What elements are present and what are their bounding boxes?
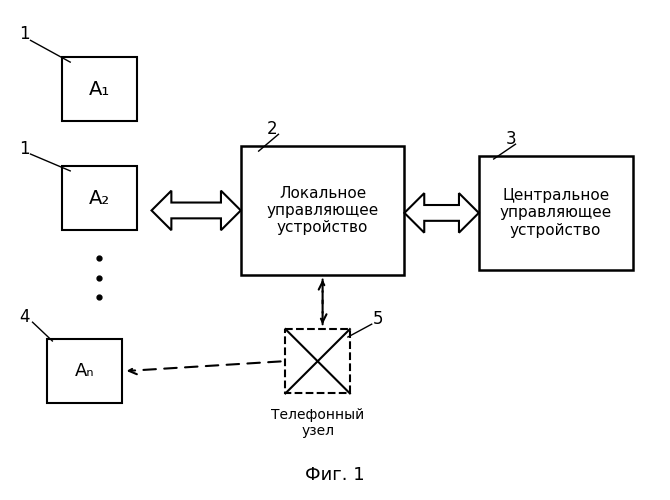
Text: 5: 5 [373, 310, 383, 328]
Text: 1: 1 [19, 26, 30, 44]
Bar [48, 339, 122, 404]
Polygon shape [151, 190, 241, 230]
Text: A₂: A₂ [89, 188, 110, 208]
Text: Aₙ: Aₙ [75, 362, 94, 380]
Text: 1: 1 [19, 140, 30, 158]
Bar [62, 166, 137, 230]
Text: 2: 2 [267, 120, 278, 138]
Bar [62, 57, 137, 122]
Bar [479, 156, 632, 270]
Text: Центральное
управляющее
устройство: Центральное управляющее устройство [500, 188, 612, 238]
Text: Локальное
управляющее
устройство: Локальное управляющее устройство [267, 186, 379, 236]
Text: 4: 4 [19, 308, 30, 326]
Bar [285, 329, 350, 394]
Text: Фиг. 1: Фиг. 1 [306, 466, 364, 484]
Polygon shape [405, 193, 479, 232]
Bar [241, 146, 405, 274]
Text: Телефонный
узел: Телефонный узел [271, 408, 364, 438]
Text: 3: 3 [505, 130, 516, 148]
Text: A₁: A₁ [89, 80, 110, 99]
